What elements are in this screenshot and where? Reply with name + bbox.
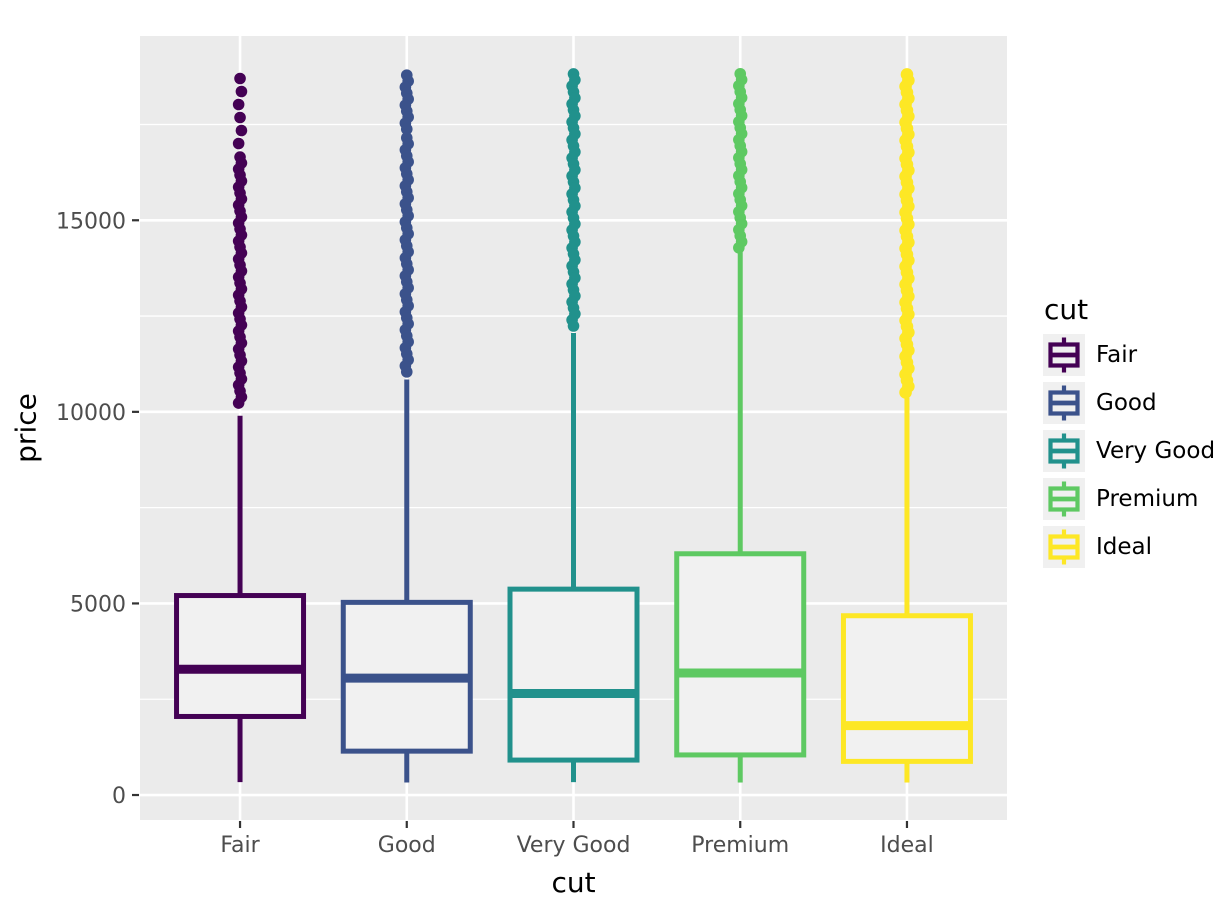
legend-label: Very Good: [1096, 438, 1216, 464]
legend-key: [1043, 478, 1085, 520]
outlier-point: [567, 320, 580, 332]
outlier-point: [232, 98, 245, 111]
boxplot-key-icon: [1048, 385, 1080, 421]
legend: cut Fair Good Very Good Premium Ideal: [1043, 294, 1215, 574]
x-tick-label: Very Good: [517, 833, 631, 858]
legend-item-fair: Fair: [1043, 334, 1215, 376]
legend-label: Good: [1096, 390, 1157, 416]
legend-title: cut: [1044, 293, 1089, 326]
legend-key: [1043, 526, 1085, 568]
legend-label: Fair: [1096, 342, 1138, 368]
y-tick-label: 0: [112, 784, 126, 809]
legend-label: Premium: [1096, 486, 1199, 512]
legend-key: [1043, 430, 1085, 472]
x-tick-label: Ideal: [880, 833, 934, 858]
outlier-point: [400, 123, 413, 135]
boxplot-key-icon: [1048, 529, 1080, 565]
boxplot-key-icon: [1048, 481, 1080, 517]
outlier-point: [733, 241, 745, 254]
legend-item-good: Good: [1043, 382, 1215, 424]
x-tick-label: Fair: [220, 833, 260, 858]
outlier-point: [400, 366, 413, 378]
y-tick-label: 5000: [70, 592, 126, 617]
outlier-point: [234, 72, 246, 85]
box-fair: [174, 593, 307, 719]
outlier-point: [899, 386, 912, 399]
outlier-point: [235, 124, 248, 137]
legend-key: [1043, 382, 1085, 424]
x-tick-label: Premium: [691, 833, 789, 858]
box-ideal: [840, 613, 973, 764]
y-tick-label: 10000: [56, 401, 126, 426]
box-very-good: [507, 586, 640, 763]
legend-item-ideal: Ideal: [1043, 526, 1215, 568]
legend-key: [1043, 334, 1085, 376]
boxplot-key-icon: [1048, 433, 1080, 469]
legend-item-premium: Premium: [1043, 478, 1215, 520]
legend-label: Ideal: [1096, 534, 1153, 560]
outlier-point: [234, 111, 246, 124]
legend-items: Fair Good Very Good Premium Ideal: [1043, 334, 1215, 568]
x-axis-title: cut: [551, 866, 596, 899]
y-axis-title: price: [9, 393, 43, 463]
outlier-point: [235, 85, 248, 98]
x-tick-label: Good: [378, 833, 436, 858]
box-premium: [674, 551, 807, 758]
boxplot-key-icon: [1048, 337, 1080, 373]
outlier-point: [232, 397, 245, 409]
legend-item-very-good: Very Good: [1043, 430, 1215, 472]
outlier-point: [232, 137, 245, 150]
y-tick-label: 15000: [56, 209, 126, 234]
